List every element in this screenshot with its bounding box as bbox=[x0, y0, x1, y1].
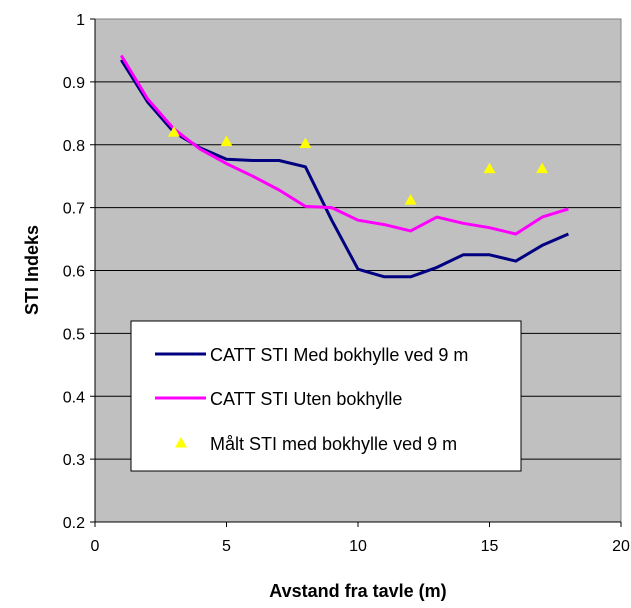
legend-label: CATT STI Med bokhylle ved 9 m bbox=[210, 345, 468, 365]
x-tick-label: 15 bbox=[481, 538, 499, 555]
y-tick-label: 0.9 bbox=[63, 75, 85, 92]
y-tick-label: 1 bbox=[76, 12, 85, 29]
x-tick-label: 5 bbox=[222, 538, 231, 555]
y-axis-title: STI Indeks bbox=[22, 225, 42, 315]
legend-swatch-triangle bbox=[175, 437, 187, 448]
series-line-1 bbox=[120, 54, 569, 236]
data-point-triangle bbox=[299, 137, 312, 148]
data-point-triangle bbox=[220, 135, 233, 147]
legend: CATT STI Med bokhylle ved 9 m CATT STI Ut… bbox=[130, 320, 522, 472]
y-tick-label: 0.8 bbox=[63, 138, 85, 155]
y-tick-label: 0.7 bbox=[63, 201, 85, 218]
data-point-triangle bbox=[167, 126, 180, 137]
legend-box bbox=[130, 320, 522, 472]
y-tick-label: 0.6 bbox=[63, 264, 85, 281]
x-tick-label: 10 bbox=[349, 538, 367, 555]
y-tick-label: 0.3 bbox=[63, 452, 85, 469]
series-layer bbox=[120, 54, 569, 279]
y-tick-label: 0.4 bbox=[63, 389, 85, 406]
legend-label: Målt STI med bokhylle ved 9 m bbox=[210, 434, 457, 454]
legend-label: CATT STI Uten bokhylle bbox=[210, 389, 402, 409]
data-point-triangle bbox=[483, 162, 496, 174]
axes: 0.20.30.40.50.60.70.80.910 5 10 15 20 bbox=[63, 12, 630, 555]
data-point-triangle bbox=[404, 194, 417, 205]
data-point-triangle bbox=[536, 162, 549, 174]
x-tick-label: 20 bbox=[612, 538, 630, 555]
y-tick-label: 0.5 bbox=[63, 326, 85, 343]
x-axis-title: Avstand fra tavle (m) bbox=[269, 581, 446, 601]
y-tick-label: 0.2 bbox=[63, 515, 85, 532]
x-tick-label: 0 bbox=[91, 538, 100, 555]
